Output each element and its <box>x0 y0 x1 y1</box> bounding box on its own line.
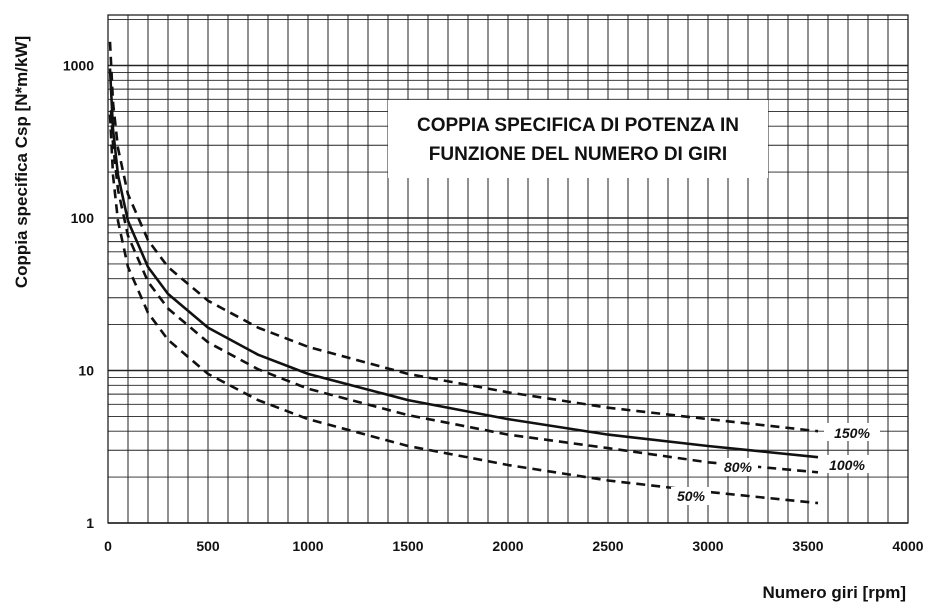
series-layer <box>108 41 819 505</box>
chart-title-line-2: FUNZIONE DEL NUMERO DI GIRI <box>429 144 727 165</box>
x-tick-label: 3000 <box>692 538 723 554</box>
curve-label-80: 80% <box>724 459 753 475</box>
x-tick-label: 2500 <box>592 538 623 554</box>
series-line-3 <box>109 110 819 474</box>
y-tick-label: 1 <box>86 515 94 531</box>
curve-label-100: 100% <box>829 457 865 473</box>
y-tick-label: 1000 <box>63 58 94 74</box>
series-line-2 <box>108 68 819 459</box>
label-bg-50 <box>671 487 711 505</box>
curve-label-50: 50% <box>677 488 706 504</box>
tick-labels: 0 500 1000 1500 2000 2500 3000 3500 4000 1 10 100 10… <box>63 58 924 555</box>
x-tick-label: 4000 <box>892 538 923 554</box>
title-box-background <box>388 100 768 178</box>
curve-label-150: 150% <box>834 425 870 441</box>
label-bg-80 <box>718 458 758 476</box>
x-tick-label: 0 <box>104 538 112 554</box>
x-tick-label: 1500 <box>392 538 423 554</box>
y-tick-label: 10 <box>78 363 94 379</box>
label-bg-150 <box>824 423 880 441</box>
chart-title-line-1: COPPIA SPECIFICA DI POTENZA IN <box>417 115 739 136</box>
x-tick-label: 2000 <box>492 538 523 554</box>
curve-labels: 150% 100% 80% 50% <box>671 423 880 505</box>
y-axis-title: Coppia specifica Csp [N*m/kW] <box>12 36 31 288</box>
y-tick-label: 100 <box>71 210 95 226</box>
x-tick-label: 500 <box>196 538 220 554</box>
series-line-1 <box>108 41 819 433</box>
grid <box>107 15 909 524</box>
series-line-4 <box>108 114 819 505</box>
x-tick-label: 3500 <box>792 538 823 554</box>
plot-frame <box>107 14 909 524</box>
title-box: COPPIA SPECIFICA DI POTENZA IN FUNZIONE … <box>388 100 768 178</box>
x-tick-label: 1000 <box>292 538 323 554</box>
x-axis-title: Numero giri [rpm] <box>762 583 906 602</box>
label-bg-100 <box>822 455 872 473</box>
